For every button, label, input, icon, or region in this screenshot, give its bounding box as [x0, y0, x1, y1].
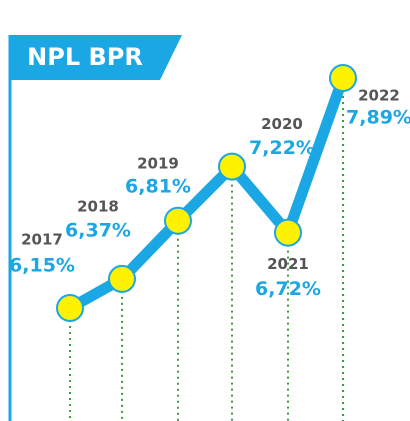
- value-label: 7,22%: [249, 137, 315, 159]
- marker: [108, 264, 136, 293]
- marker: [329, 64, 357, 92]
- value-label: 7,89%: [346, 107, 410, 129]
- year-label: 2020: [261, 115, 303, 133]
- marker: [274, 218, 302, 247]
- year-label: 2017: [21, 231, 63, 249]
- marker: [218, 152, 246, 181]
- marker: [56, 294, 84, 322]
- title-banner: [10, 35, 182, 80]
- year-label: 2022: [358, 87, 400, 105]
- value-label: 6,15%: [9, 255, 75, 277]
- year-label: 2018: [77, 197, 119, 215]
- value-label: 6,72%: [255, 278, 321, 300]
- value-label: 6,81%: [125, 175, 191, 197]
- year-label: 2019: [137, 154, 179, 172]
- value-label: 6,37%: [65, 219, 131, 241]
- chart-title: NPL BPR: [27, 43, 143, 71]
- marker: [164, 206, 192, 235]
- year-label: 2021: [267, 255, 309, 273]
